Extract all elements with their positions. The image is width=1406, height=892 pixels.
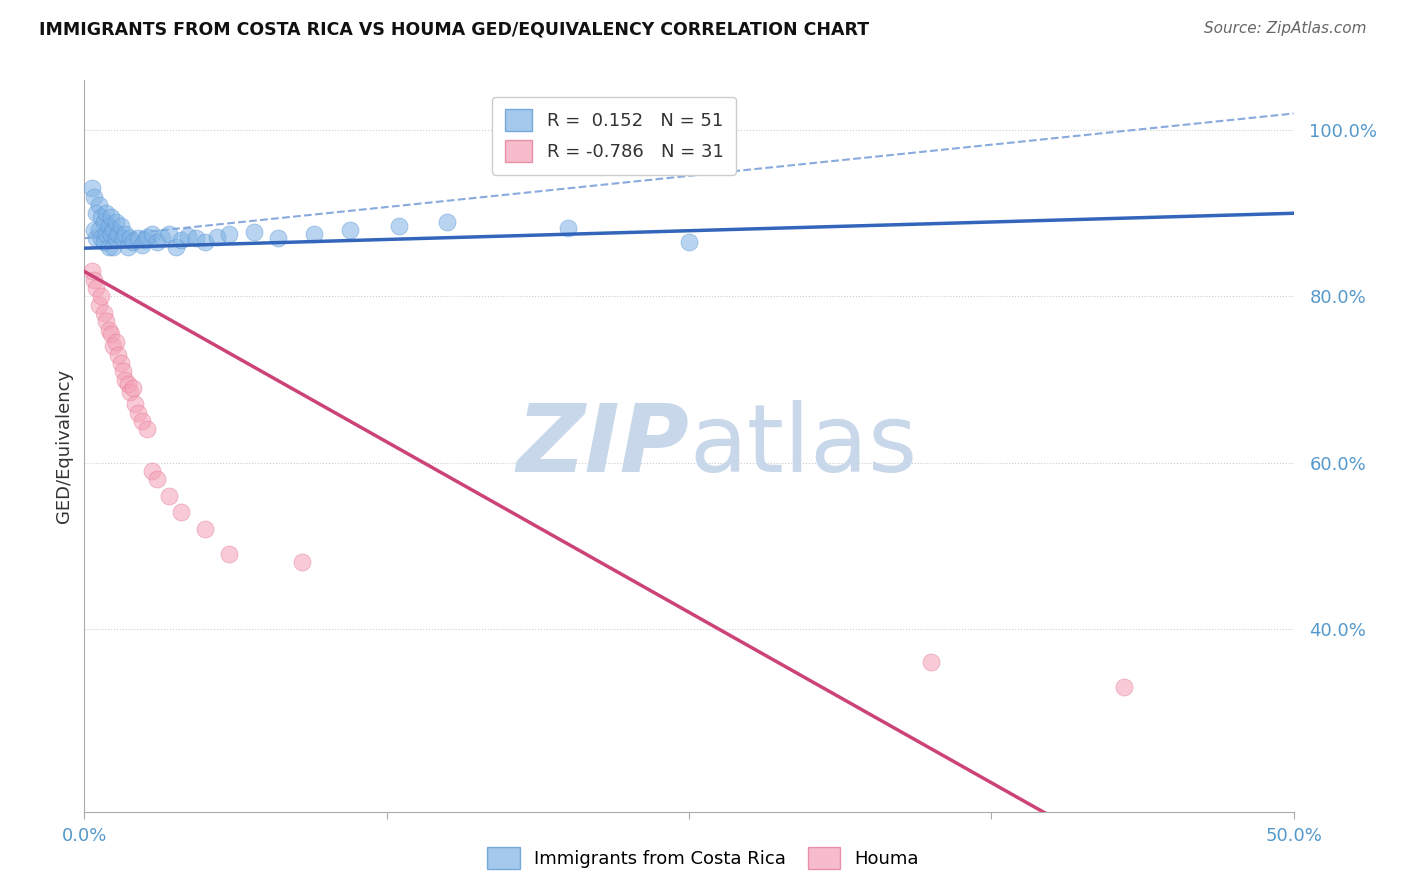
Point: [86, 206, 108, 220]
Point: [242, 225, 264, 239]
Point: [94, 206, 117, 220]
Y-axis label: GED/Equivalency: GED/Equivalency: [55, 369, 73, 523]
Point: [80, 264, 103, 278]
Point: [184, 231, 207, 245]
Point: [93, 306, 115, 320]
Point: [104, 214, 127, 228]
Point: [124, 397, 146, 411]
Legend: Immigrants from Costa Rica, Houma: Immigrants from Costa Rica, Houma: [479, 839, 927, 876]
Point: [110, 219, 132, 233]
Point: [93, 235, 115, 250]
Point: [267, 231, 290, 245]
Point: [194, 235, 217, 250]
Point: [97, 219, 120, 233]
Point: [83, 273, 105, 287]
Point: [146, 472, 169, 486]
Point: [218, 227, 240, 241]
Point: [127, 231, 149, 245]
Point: [388, 219, 411, 233]
Point: [165, 239, 187, 253]
Point: [136, 229, 159, 244]
Point: [90, 231, 112, 245]
Point: [104, 335, 127, 350]
Point: [87, 298, 110, 312]
Point: [107, 227, 129, 241]
Point: [114, 372, 136, 386]
Point: [86, 281, 108, 295]
Point: [93, 214, 115, 228]
Point: [112, 364, 135, 378]
Point: [100, 326, 122, 341]
Point: [107, 348, 129, 362]
Point: [134, 233, 156, 247]
Point: [177, 228, 200, 243]
Point: [170, 506, 193, 520]
Point: [86, 231, 108, 245]
Point: [302, 227, 325, 241]
Point: [97, 239, 120, 253]
Point: [100, 227, 122, 241]
Point: [136, 422, 159, 436]
Text: ZIP: ZIP: [516, 400, 689, 492]
Point: [141, 227, 163, 241]
Point: [131, 238, 153, 252]
Point: [103, 339, 125, 353]
Point: [436, 214, 458, 228]
Point: [121, 381, 143, 395]
Point: [80, 181, 103, 195]
Point: [150, 231, 173, 245]
Legend: R =  0.152   N = 51, R = -0.786   N = 31: R = 0.152 N = 51, R = -0.786 N = 31: [492, 96, 737, 175]
Point: [218, 547, 240, 561]
Point: [207, 229, 229, 244]
Point: [114, 227, 136, 241]
Point: [131, 414, 153, 428]
Point: [1114, 680, 1136, 694]
Point: [117, 239, 139, 253]
Point: [121, 235, 143, 250]
Point: [117, 376, 139, 391]
Point: [94, 314, 117, 328]
Point: [112, 231, 135, 245]
Point: [170, 233, 193, 247]
Point: [120, 231, 142, 245]
Point: [291, 555, 314, 569]
Point: [103, 239, 125, 253]
Point: [678, 235, 700, 250]
Point: [87, 223, 110, 237]
Point: [90, 289, 112, 303]
Point: [120, 384, 142, 399]
Point: [94, 227, 117, 241]
Point: [339, 223, 361, 237]
Point: [87, 198, 110, 212]
Point: [920, 655, 942, 669]
Point: [157, 489, 180, 503]
Point: [83, 189, 105, 203]
Point: [194, 522, 217, 536]
Point: [104, 231, 127, 245]
Text: atlas: atlas: [689, 400, 917, 492]
Point: [103, 223, 125, 237]
Point: [157, 227, 180, 241]
Point: [100, 211, 122, 225]
Point: [90, 211, 112, 225]
Point: [141, 464, 163, 478]
Point: [83, 223, 105, 237]
Point: [110, 356, 132, 370]
Point: [97, 323, 120, 337]
Point: [127, 406, 149, 420]
Text: Source: ZipAtlas.com: Source: ZipAtlas.com: [1204, 21, 1367, 36]
Text: IMMIGRANTS FROM COSTA RICA VS HOUMA GED/EQUIVALENCY CORRELATION CHART: IMMIGRANTS FROM COSTA RICA VS HOUMA GED/…: [39, 21, 869, 38]
Point: [146, 235, 169, 250]
Point: [557, 221, 579, 235]
